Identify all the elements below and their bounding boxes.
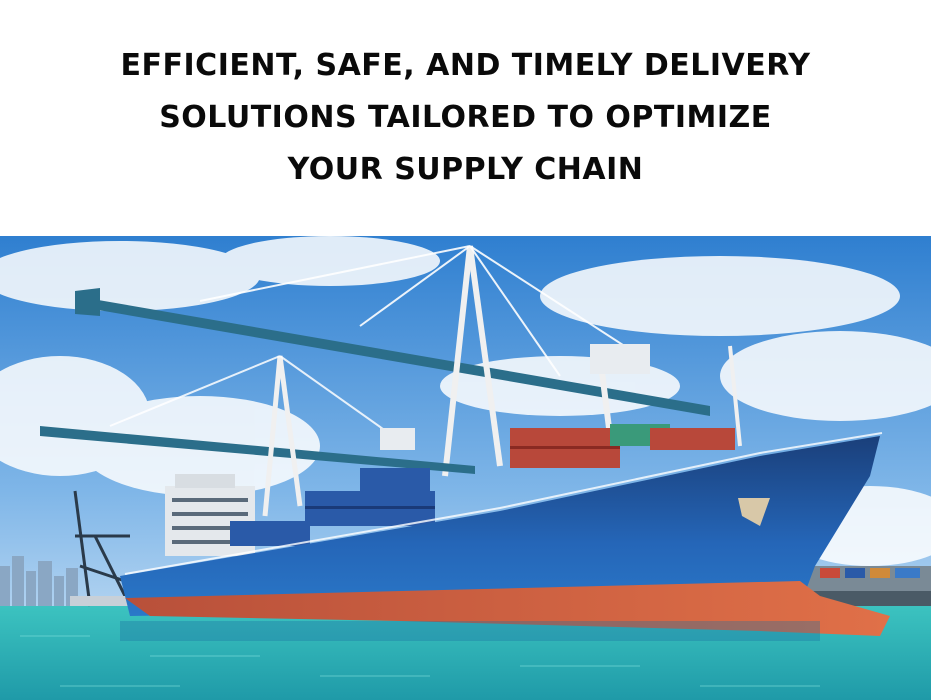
water-ripples bbox=[20, 635, 820, 687]
left-gantry bbox=[73, 490, 132, 607]
containers bbox=[230, 424, 735, 546]
headline-line-3: YOUR SUPPLY CHAIN bbox=[287, 152, 644, 187]
container-ship-photo bbox=[0, 236, 931, 700]
ship-illustration bbox=[0, 236, 931, 700]
anchor-housing bbox=[738, 498, 770, 526]
city-skyline bbox=[0, 556, 78, 606]
headline: EFFICIENT, SAFE, AND TIMELY DELIVERY SOL… bbox=[81, 40, 851, 196]
ship-hull bbox=[120, 436, 880, 616]
dock-platform bbox=[70, 596, 135, 606]
headline-line-1: EFFICIENT, SAFE, AND TIMELY DELIVERY bbox=[120, 48, 811, 83]
ship-hull-red bbox=[125, 581, 890, 636]
deck-railing bbox=[124, 432, 883, 575]
headline-line-2: SOLUTIONS TAILORED TO OPTIMIZE bbox=[159, 100, 772, 135]
ship-reflection bbox=[120, 621, 820, 641]
headline-section: EFFICIENT, SAFE, AND TIMELY DELIVERY SOL… bbox=[0, 0, 931, 236]
cranes bbox=[40, 245, 742, 517]
